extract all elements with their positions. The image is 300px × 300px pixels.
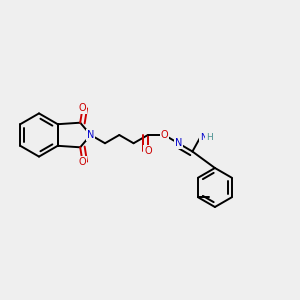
Text: N: N	[87, 130, 94, 140]
Text: N: N	[175, 138, 182, 148]
Text: H: H	[206, 134, 213, 142]
Text: O: O	[79, 103, 86, 113]
Text: O: O	[160, 130, 168, 140]
Text: O: O	[79, 157, 86, 167]
Text: O: O	[144, 146, 152, 156]
Text: NH: NH	[200, 134, 213, 142]
